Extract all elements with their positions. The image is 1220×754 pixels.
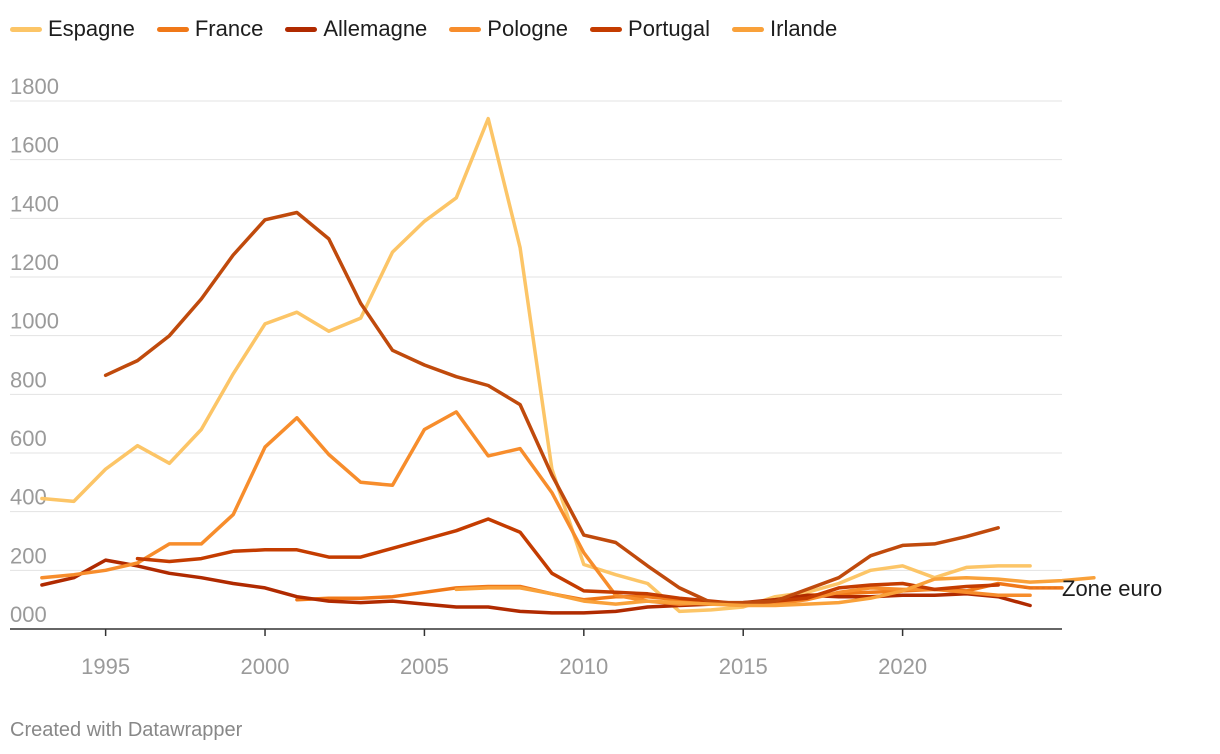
legend-item: Irlande: [732, 16, 837, 42]
y-tick-label: 1600: [10, 133, 59, 158]
series-line-portugal: [135, 517, 1000, 606]
legend-swatch: [10, 26, 42, 32]
legend-item: France: [156, 16, 264, 42]
legend: Espagne France Allemagne Pologne Portugal Irl…: [10, 16, 859, 42]
x-axis-ticks: 1995 2000 2005 2010 2015 2020: [81, 629, 927, 679]
y-tick-label: 400: [10, 485, 47, 510]
legend-swatch: [156, 26, 189, 32]
legend-label: Espagne: [48, 16, 135, 41]
series-line-espagne: [40, 116, 1032, 614]
legend-swatch: [590, 26, 623, 32]
annotations: Zone euro: [1023, 576, 1162, 601]
y-axis-ticks: 1800 1600 1400 1200 1000 800 600 400 200 000: [10, 74, 59, 627]
x-tick-label: 1995: [81, 654, 130, 679]
legend-label: France: [194, 16, 264, 41]
y-tick-label: 600: [10, 426, 47, 451]
legend-item: Pologne: [449, 16, 568, 42]
legend-item: Espagne: [10, 16, 135, 42]
legend-swatch: [449, 26, 482, 32]
y-tick-label: 1400: [10, 191, 59, 216]
x-tick-label: 2015: [719, 654, 768, 679]
legend-item: Allemagne: [285, 16, 427, 42]
y-tick-label: 000: [10, 602, 47, 627]
legend-label: Portugal: [628, 16, 710, 41]
legend-label: Allemagne: [323, 16, 428, 41]
y-tick-label: 1200: [10, 250, 59, 275]
series-line-irlande: [454, 575, 1096, 608]
legend-swatch: [732, 26, 764, 32]
legend-item: Portugal: [590, 16, 710, 42]
grid-lines: [10, 100, 1062, 630]
series-line-pologne: [40, 410, 1032, 608]
series-lines: [40, 116, 1096, 615]
y-tick-label: 200: [10, 543, 47, 568]
x-tick-label: 2010: [559, 654, 608, 679]
x-tick-label: 2020: [878, 654, 927, 679]
zone-euro-label: Zone euro: [1062, 576, 1162, 601]
x-tick-label: 2005: [400, 654, 449, 679]
x-tick-label: 2000: [241, 654, 290, 679]
legend-label: Irlande: [770, 16, 838, 41]
y-tick-label: 800: [10, 367, 47, 392]
legend-swatch: [285, 26, 318, 32]
series-line-portugal: [103, 210, 1000, 605]
series-line-allemagne: [40, 558, 1032, 615]
y-tick-label: 1800: [10, 74, 59, 99]
datawrapper-credit: Created with Datawrapper: [10, 719, 243, 741]
y-tick-label: 1000: [10, 309, 59, 334]
legend-label: Pologne: [487, 16, 569, 41]
